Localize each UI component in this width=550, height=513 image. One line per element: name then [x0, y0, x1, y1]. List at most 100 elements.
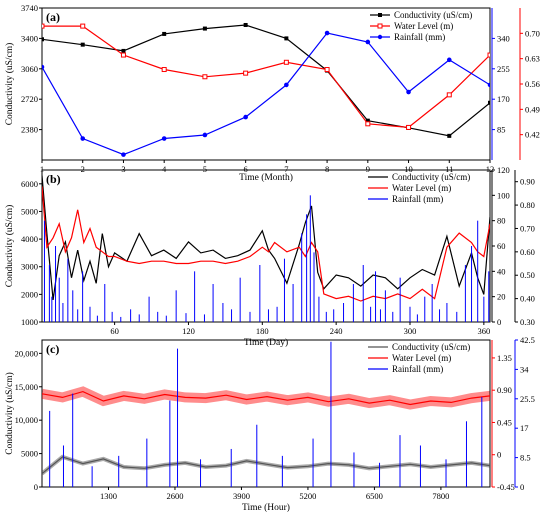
y-left-tick-label: 5000	[21, 206, 38, 216]
y-left-tick-label: 20,000	[15, 348, 38, 358]
y-right-tick-label: 0	[497, 317, 501, 327]
x-tick-label: 10	[404, 164, 413, 174]
data-point	[161, 136, 167, 141]
legend-label: Rainfall (mm)	[392, 364, 443, 374]
data-point	[243, 114, 248, 120]
legend-marker	[377, 23, 383, 29]
y-left-tick-label: 4000	[21, 234, 38, 244]
plot-frame	[41, 339, 491, 488]
y-right-tick-label: 80	[497, 216, 506, 226]
legend-label: Rainfall (mm)	[392, 194, 443, 204]
y-right-tick-label: 0.60	[520, 247, 535, 257]
data-point	[487, 82, 490, 88]
legend-label: Water Level (m)	[392, 183, 451, 193]
data-point	[406, 89, 411, 95]
y-left-tick-label: 10,000	[15, 415, 38, 425]
y-right-tick-label: 60	[497, 241, 506, 251]
plot-frame	[41, 169, 491, 323]
y-left-tick-label: 2380	[21, 125, 38, 135]
x-tick-label: 12	[486, 164, 495, 174]
x-tick-label: 240	[330, 326, 343, 336]
series-layer	[42, 22, 490, 157]
y-right-tick-label: 0.42	[525, 130, 540, 140]
x-axis-label: Time (Month)	[239, 172, 293, 183]
x-tick-label: 6	[244, 164, 248, 174]
y-right-tick-label: -0.45	[497, 482, 515, 492]
y-left-tick-label: 0	[34, 482, 38, 492]
y-right-tick-label: 120	[497, 165, 510, 175]
y-right-tick-label: 100	[497, 190, 510, 200]
data-point	[365, 39, 371, 45]
y-right-tick-label: 0.30	[520, 317, 535, 327]
data-point	[284, 36, 289, 41]
data-point	[80, 23, 86, 29]
y-right-tick-label: 340	[497, 33, 510, 43]
x-tick-label: 5200	[299, 491, 316, 501]
panel-2	[39, 169, 518, 325]
y-left-tick-label: 3000	[21, 262, 38, 272]
legend-label: Conductivity (uS/cm)	[394, 10, 472, 20]
x-tick-label: 3900	[233, 491, 250, 501]
y-right-tick-label: 20	[497, 292, 506, 302]
legend-label: Water Level (m)	[394, 21, 453, 31]
y-right-tick-label: 34	[520, 364, 529, 374]
y-right-tick-label: 25.5	[520, 394, 535, 404]
x-tick-label: 2600	[166, 491, 183, 501]
y-right-tick-label: 0.70	[525, 28, 540, 38]
y-right-tick-label: 170	[497, 94, 510, 104]
y-right-tick-label: 0.70	[520, 223, 535, 233]
x-axis-label: Time (Hour)	[242, 502, 290, 513]
x-tick-label: 1300	[100, 491, 117, 501]
data-point	[42, 23, 45, 29]
panel-label: (a)	[46, 10, 60, 24]
series-layer	[42, 175, 490, 322]
y-left-tick-label: 3400	[21, 33, 38, 43]
data-point	[80, 136, 86, 141]
x-tick-label: 60	[110, 326, 119, 336]
x-tick-label: 7	[284, 164, 288, 174]
y-right-tick-label: 0.56	[525, 79, 540, 89]
data-point	[42, 37, 44, 42]
panel-3	[39, 339, 518, 490]
data-point	[121, 152, 126, 157]
y-left-tick-label: 3060	[21, 64, 38, 74]
y-right-tick-label: 85	[497, 125, 506, 135]
y-left-tick-label: 15,000	[15, 382, 38, 392]
x-tick-label: 180	[256, 326, 269, 336]
panel-1	[39, 7, 523, 163]
data-point	[283, 59, 289, 65]
data-point	[488, 100, 490, 105]
panel-label: (c)	[46, 342, 59, 356]
legend-label: Rainfall (mm)	[394, 32, 445, 42]
y-right-tick-label: 1.35	[497, 353, 512, 363]
series-line	[42, 25, 490, 129]
x-tick-label: 300	[404, 326, 417, 336]
y-left-tick-label: 2000	[21, 289, 38, 299]
data-point	[42, 64, 45, 70]
x-tick-label: 7800	[432, 491, 449, 501]
x-tick-label: 120	[182, 326, 195, 336]
y-right-tick-label: 0.49	[525, 104, 540, 114]
y-right-tick-label: 255	[497, 64, 510, 74]
data-point	[365, 118, 370, 123]
y-left-tick-label: 5000	[21, 449, 38, 459]
y-left-axis-label: Conductivity (uS/cm)	[4, 205, 15, 288]
data-point	[202, 74, 208, 80]
legend-marker	[377, 34, 383, 40]
data-point	[243, 70, 249, 76]
data-point	[446, 57, 452, 63]
legend-label: Conductivity (uS/cm)	[392, 342, 470, 352]
x-tick-label: 8	[325, 164, 329, 174]
data-point	[446, 92, 452, 98]
x-tick-label: 3	[121, 164, 125, 174]
y-right-tick-label: 0.40	[520, 294, 535, 304]
x-tick-label: 9	[366, 164, 370, 174]
data-point	[202, 132, 208, 138]
data-point	[120, 52, 126, 58]
y-right-tick-label: 17	[520, 423, 529, 433]
data-point	[202, 26, 207, 31]
y-right-tick-label: 40	[497, 266, 506, 276]
legend-label: Water Level (m)	[392, 353, 451, 363]
y-right-tick-label: 0.90	[520, 177, 535, 187]
